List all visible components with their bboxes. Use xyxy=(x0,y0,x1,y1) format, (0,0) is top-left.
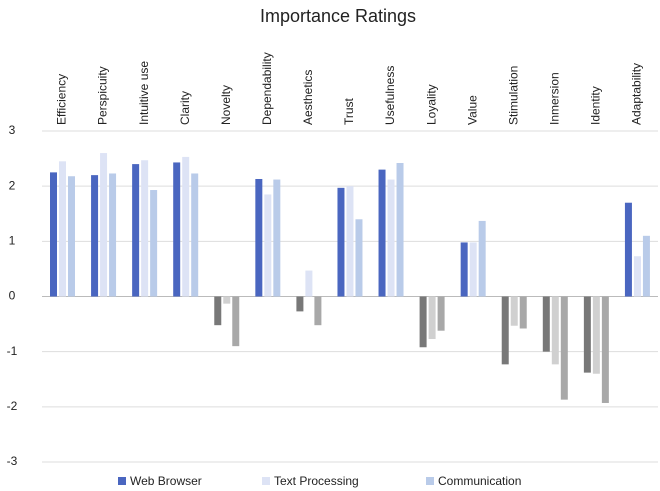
legend-label: Web Browser xyxy=(130,474,202,488)
bar xyxy=(551,296,559,365)
y-tick-label: 1 xyxy=(9,234,16,248)
bar xyxy=(642,235,650,297)
bar xyxy=(109,173,117,297)
bar xyxy=(460,242,468,297)
legend-swatch xyxy=(118,477,126,485)
bar xyxy=(141,160,149,297)
y-tick-label: 2 xyxy=(9,178,16,192)
bar xyxy=(273,179,281,297)
bar xyxy=(542,296,550,352)
chart-title: Importance Ratings xyxy=(260,6,416,26)
bar xyxy=(182,156,190,297)
bar xyxy=(419,296,427,348)
y-tick-label: 0 xyxy=(9,289,16,303)
bar xyxy=(296,296,304,312)
bar xyxy=(50,172,57,297)
legend-label: Text Processing xyxy=(274,474,359,488)
x-tick-label: Clarity xyxy=(178,91,192,125)
bar xyxy=(633,256,641,297)
bar xyxy=(355,219,363,297)
x-tick-label: Usefulness xyxy=(383,66,397,125)
bar xyxy=(191,173,199,297)
y-tick-label: -3 xyxy=(7,454,18,468)
x-tick-label: Trust xyxy=(342,97,356,125)
bar xyxy=(100,153,108,297)
bar xyxy=(68,176,75,297)
bar xyxy=(624,202,632,297)
x-tick-label: Inmersion xyxy=(547,72,561,125)
y-tick-label: -1 xyxy=(7,344,18,358)
bar xyxy=(255,178,263,297)
x-tick-label: Novelty xyxy=(219,85,233,125)
bar xyxy=(387,179,395,297)
x-tick-label: Identity xyxy=(589,86,603,125)
bar xyxy=(592,296,600,374)
x-tick-label: Dependability xyxy=(260,52,274,125)
bar xyxy=(305,270,313,297)
bar xyxy=(469,242,477,297)
bar xyxy=(378,169,386,297)
legend-swatch xyxy=(262,477,270,485)
bar xyxy=(560,296,568,400)
x-tick-label: Efficiency xyxy=(55,74,69,125)
bar xyxy=(173,162,181,297)
bar xyxy=(232,296,240,347)
x-tick-label: Adaptability xyxy=(630,63,644,125)
bar xyxy=(501,296,509,365)
bar xyxy=(314,296,322,326)
bar xyxy=(601,296,609,403)
bar xyxy=(346,186,354,297)
x-tick-label: Aesthetics xyxy=(301,70,315,125)
x-tick-label: Value xyxy=(465,95,479,125)
y-tick-label: 3 xyxy=(9,123,16,137)
legend-swatch xyxy=(426,477,434,485)
bar xyxy=(214,296,222,326)
bar xyxy=(396,162,404,297)
x-tick-label: Loyality xyxy=(424,84,438,125)
legend-label: Communication xyxy=(438,474,521,488)
bar xyxy=(428,296,436,339)
y-tick-label: -2 xyxy=(7,399,18,413)
bar xyxy=(583,296,591,373)
bar xyxy=(437,296,445,331)
bar xyxy=(519,296,527,329)
bar xyxy=(337,187,345,297)
bar xyxy=(510,296,518,326)
bar xyxy=(478,220,486,297)
bar xyxy=(59,161,66,297)
bar xyxy=(91,175,99,297)
x-tick-label: Intuitive use xyxy=(137,61,151,125)
x-tick-label: Perspicuity xyxy=(96,66,110,125)
bar xyxy=(223,296,231,304)
x-tick-label: Stimulation xyxy=(506,66,520,125)
bar xyxy=(132,164,140,297)
bar xyxy=(150,190,158,297)
bar xyxy=(264,194,272,297)
